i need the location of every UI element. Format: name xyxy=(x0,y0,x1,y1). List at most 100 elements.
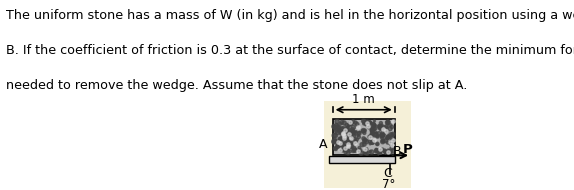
Point xyxy=(336,149,345,152)
Point xyxy=(336,141,345,144)
Point xyxy=(348,131,358,134)
Point xyxy=(381,130,390,133)
Point xyxy=(367,135,376,138)
Point xyxy=(360,140,369,143)
Point xyxy=(332,124,341,127)
Point xyxy=(388,120,397,123)
Point xyxy=(366,135,375,138)
Point xyxy=(335,128,344,131)
Point xyxy=(343,149,352,152)
Point xyxy=(387,135,397,139)
Point xyxy=(376,127,385,130)
Point xyxy=(386,150,395,153)
Point xyxy=(367,129,377,132)
Point xyxy=(346,141,355,144)
Point xyxy=(351,131,360,135)
Point xyxy=(366,121,375,124)
Point xyxy=(371,124,380,127)
Point xyxy=(335,142,344,145)
Text: A: A xyxy=(319,138,327,151)
Point xyxy=(331,147,340,150)
Point xyxy=(343,151,352,154)
Point xyxy=(341,151,350,154)
Point xyxy=(389,133,398,136)
Point xyxy=(382,125,391,128)
Point xyxy=(383,121,393,124)
Point xyxy=(386,124,395,127)
Point xyxy=(331,139,340,142)
Point xyxy=(382,151,391,154)
Point xyxy=(351,121,360,124)
Point xyxy=(365,135,374,138)
Point xyxy=(338,121,347,124)
Point xyxy=(336,122,345,125)
Point xyxy=(351,130,360,133)
Point xyxy=(338,127,347,130)
Bar xyxy=(329,156,395,163)
Point xyxy=(347,140,356,143)
Point xyxy=(378,136,387,139)
Bar xyxy=(333,119,395,155)
Point xyxy=(335,148,344,151)
Point xyxy=(380,149,389,152)
Point xyxy=(367,129,377,132)
Point xyxy=(336,132,346,135)
Text: 7°: 7° xyxy=(382,178,395,190)
Point xyxy=(378,134,387,137)
Point xyxy=(389,150,398,153)
Point xyxy=(350,137,359,140)
Point xyxy=(348,126,358,129)
Point xyxy=(365,140,374,143)
Point xyxy=(359,122,369,125)
Point xyxy=(363,120,372,124)
Point xyxy=(371,127,380,130)
Point xyxy=(355,146,364,149)
Point xyxy=(347,134,356,137)
Point xyxy=(367,131,377,134)
Point xyxy=(346,136,355,139)
Point xyxy=(359,137,368,140)
Point xyxy=(344,142,353,145)
Point xyxy=(383,149,393,152)
Point xyxy=(385,135,394,139)
Point xyxy=(360,148,370,151)
Point xyxy=(334,141,343,144)
Point xyxy=(371,148,381,151)
Point xyxy=(330,139,339,142)
Point xyxy=(371,133,381,136)
Point xyxy=(362,147,371,150)
Point xyxy=(344,149,353,152)
Point xyxy=(363,125,373,128)
Point xyxy=(339,127,348,130)
Point xyxy=(347,122,356,125)
Point xyxy=(375,148,385,151)
Point xyxy=(386,133,395,136)
Point xyxy=(331,134,340,137)
Point xyxy=(359,130,368,133)
Point xyxy=(340,142,350,145)
Point xyxy=(366,120,375,124)
Point xyxy=(331,147,340,150)
Point xyxy=(331,127,340,130)
Point xyxy=(348,128,357,131)
Point xyxy=(367,150,377,154)
Point xyxy=(362,149,371,152)
Point xyxy=(342,136,351,139)
Point xyxy=(377,124,386,127)
Point xyxy=(339,144,348,147)
Point xyxy=(333,142,343,146)
Point xyxy=(346,120,355,123)
Text: C: C xyxy=(383,167,392,180)
Point xyxy=(334,126,343,129)
Point xyxy=(361,122,370,125)
Point xyxy=(374,125,383,128)
Point xyxy=(382,126,391,129)
Point xyxy=(330,126,339,129)
Point xyxy=(353,125,362,128)
Point xyxy=(383,136,392,139)
Point xyxy=(374,132,383,135)
Point xyxy=(372,149,381,152)
Point xyxy=(385,152,394,155)
Point xyxy=(378,139,387,142)
Point xyxy=(352,123,362,126)
